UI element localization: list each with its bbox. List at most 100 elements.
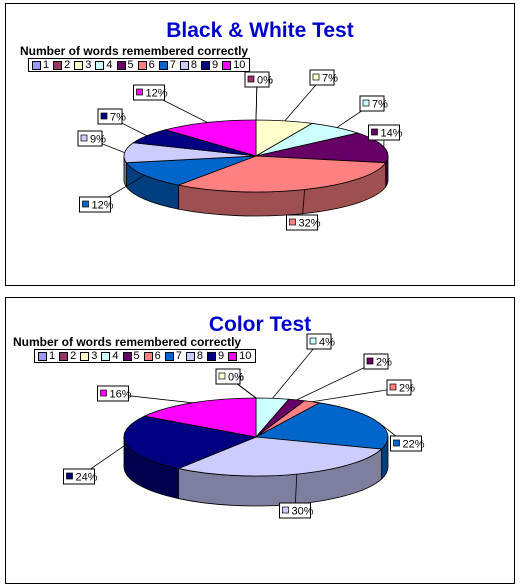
legend-swatch [59, 351, 69, 361]
legend-swatch [143, 351, 153, 361]
data-label-swatch [309, 337, 317, 345]
data-label-swatch [282, 506, 289, 514]
legend-label: 4 [106, 59, 113, 71]
pie-slice [164, 119, 257, 157]
legend-item: 9 [201, 59, 218, 71]
legend-swatch [228, 351, 238, 361]
data-label: 30% [292, 506, 314, 518]
data-label-swatch [393, 439, 400, 447]
legend-item: 7 [158, 59, 176, 71]
legend-label: 9 [218, 350, 225, 362]
data-label-swatch [289, 218, 296, 226]
data-label-swatch [82, 200, 89, 208]
pie-slice [123, 415, 258, 469]
data-label-swatch [247, 75, 255, 83]
chart-subtitle: Number of words remembered correctly [13, 335, 242, 349]
legend-swatch [185, 351, 195, 361]
pie-chart-bw: 0%0%7%7%14%32%12%9%7%12% [77, 69, 403, 231]
pie-slice [143, 397, 257, 438]
legend-item: 6 [137, 59, 155, 71]
legend-label: 1 [43, 59, 50, 71]
legend-swatch [38, 351, 47, 361]
data-label: 14% [381, 128, 403, 140]
chart-legend: 1 2 3 4 5 6 7 8 9 10 [28, 58, 250, 72]
data-label: 0% [257, 75, 273, 87]
data-label: 12% [92, 200, 114, 212]
legend-label: 1 [49, 350, 56, 362]
legend-swatch [207, 351, 216, 361]
legend-label: 2 [70, 350, 77, 362]
legend-label: 3 [91, 350, 98, 362]
chart-legend: 1 2 3 4 5 6 7 8 9 10 [34, 349, 256, 363]
data-label-swatch [66, 472, 73, 480]
legend-label: 9 [212, 59, 219, 71]
pie-top-group [123, 119, 389, 193]
legend-swatch [179, 60, 189, 70]
chart-panel-color: 0%0%0%4%2%2%22%30%24%16% Color Test Numb… [5, 297, 515, 584]
legend-item: 10 [222, 59, 245, 71]
data-label: 7% [110, 112, 126, 124]
chart-title: Black & White Test [166, 19, 354, 42]
legend-label: 10 [239, 350, 252, 362]
legend-swatch [101, 351, 111, 361]
legend-item: 3 [80, 350, 97, 362]
data-label-swatch [136, 88, 143, 96]
data-label: 7% [372, 99, 388, 111]
data-label: 0% [228, 372, 244, 384]
data-label: 4% [319, 337, 335, 349]
legend-label: 5 [133, 350, 140, 362]
legend-item: 2 [59, 350, 76, 362]
legend-item: 1 [38, 350, 55, 362]
legend-item: 5 [116, 59, 134, 71]
legend-label: 8 [190, 59, 197, 71]
leader-line [296, 361, 377, 401]
legend-swatch [32, 60, 41, 70]
chart-panel-bw: 0%0%7%7%14%32%12%9%7%12% Black & White T… [5, 3, 515, 286]
data-label: 12% [146, 88, 168, 100]
legend-swatch [80, 351, 90, 361]
legend-item: 1 [32, 59, 49, 71]
data-label-group: 0%0%7%7%14%32%12%9%7%12% [77, 69, 403, 231]
legend-label: 8 [196, 350, 203, 362]
data-label-swatch [389, 383, 397, 391]
data-label: 32% [299, 218, 321, 230]
data-label-swatch [218, 372, 226, 380]
data-label-swatch [80, 134, 88, 142]
legend-label: 7 [169, 59, 176, 71]
data-label-swatch [362, 99, 370, 107]
data-label: 2% [376, 357, 392, 369]
legend-item: 5 [122, 350, 140, 362]
legend-swatch [164, 351, 174, 361]
legend-item: 6 [143, 350, 161, 362]
data-label: 16% [110, 389, 132, 401]
chart-title: Color Test [208, 313, 312, 336]
leader-line [272, 341, 320, 399]
legend-swatch [137, 60, 147, 70]
data-label-swatch [312, 73, 320, 81]
data-label-swatch [100, 389, 107, 397]
legend-label: 6 [154, 350, 161, 362]
legend-item: 3 [74, 59, 91, 71]
pie-slice [255, 132, 389, 164]
data-label: 9% [90, 134, 106, 146]
legend-swatch [201, 60, 210, 70]
data-label: 7% [322, 73, 338, 85]
pie-slice [125, 155, 257, 186]
pie-chart-color: 0%0%0%4%2%2%22%30%24%16% [63, 333, 425, 519]
legend-swatch [222, 60, 232, 70]
legend-label: 7 [175, 350, 182, 362]
legend-item: 10 [228, 350, 251, 362]
leader-line [312, 387, 400, 403]
data-label-swatch [366, 357, 374, 365]
data-label-group: 0%0%0%4%2%2%22%30%24%16% [63, 333, 425, 519]
legend-swatch [53, 60, 63, 70]
legend-label: 5 [127, 59, 134, 71]
legend-swatch [74, 60, 84, 70]
legend-item: 8 [185, 350, 203, 362]
legend-item: 4 [95, 59, 113, 71]
legend-swatch [122, 351, 132, 361]
data-label-swatch [100, 112, 108, 120]
legend-label: 2 [64, 59, 71, 71]
legend-item: 8 [179, 59, 197, 71]
data-label: 2% [399, 383, 415, 395]
